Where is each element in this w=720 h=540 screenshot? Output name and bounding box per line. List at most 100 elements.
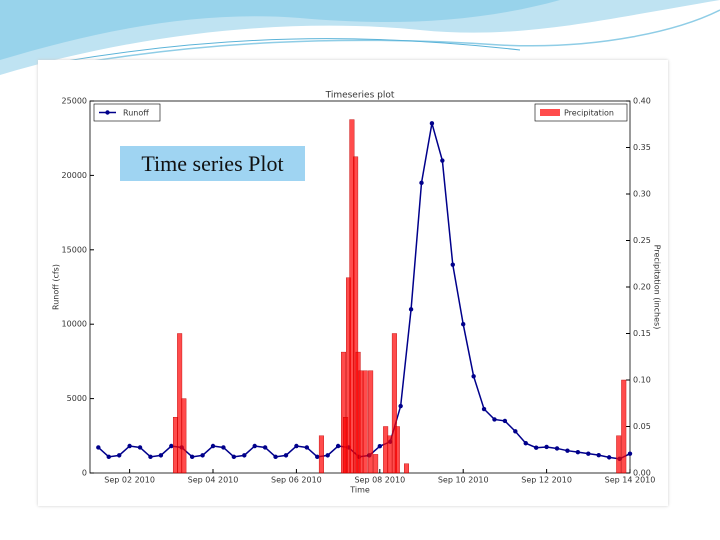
runoff-point <box>169 443 174 449</box>
precip-bar <box>358 370 364 474</box>
runoff-point <box>262 445 268 450</box>
runoff-point <box>627 451 633 456</box>
precip-bar <box>394 426 400 474</box>
runoff-point <box>377 444 383 449</box>
y2-tick-label: 0.35 <box>633 143 651 152</box>
runoff-point <box>554 446 560 451</box>
precip-bar <box>404 463 409 474</box>
runoff-point <box>450 262 455 267</box>
y-tick-label: 20000 <box>62 171 87 180</box>
y-tick-label: 25000 <box>62 97 87 106</box>
runoff-point <box>398 403 403 409</box>
caption-box: Time series Plot <box>120 146 305 181</box>
runoff-point <box>533 445 539 450</box>
runoff-point <box>606 455 612 460</box>
runoff-point <box>481 406 487 412</box>
precip-bar <box>368 370 374 474</box>
runoff-point <box>116 453 122 458</box>
runoff-point <box>242 453 247 458</box>
runoff-point <box>273 454 278 460</box>
runoff-point <box>575 449 581 455</box>
runoff-point <box>440 158 445 163</box>
y-tick-label: 0 <box>82 469 87 478</box>
y2-tick-label: 0.40 <box>633 97 651 106</box>
precip-bar <box>391 333 397 474</box>
runoff-point <box>513 429 518 434</box>
y2-tick-label: 0.00 <box>633 469 651 478</box>
runoff-point <box>586 451 591 456</box>
x-tick-label: Sep 02 2010 <box>104 476 155 485</box>
y-tick-label: 10000 <box>62 320 87 329</box>
precip-bar <box>318 435 324 474</box>
precip-bar <box>616 435 622 474</box>
runoff-point <box>200 453 205 458</box>
runoff-point <box>304 445 310 450</box>
precip-bar <box>387 435 393 474</box>
runoff-point <box>502 418 508 424</box>
runoff-point <box>294 443 299 449</box>
precip-bar <box>181 398 187 474</box>
y-tick-label: 15000 <box>62 245 87 254</box>
runoff-point <box>419 180 424 186</box>
x-tick-label: Sep 08 2010 <box>354 476 405 485</box>
precip-bar <box>353 156 359 474</box>
y2-tick-label: 0.05 <box>633 422 651 431</box>
y2-tick-label: 0.15 <box>633 329 651 338</box>
runoff-point <box>231 454 237 460</box>
runoff-point <box>325 453 330 458</box>
x-tick-label: Sep 10 2010 <box>438 476 489 485</box>
runoff-point <box>429 121 435 126</box>
y2-tick-label: 0.10 <box>633 376 651 385</box>
precip-bar <box>621 379 627 474</box>
wave-line <box>59 38 521 63</box>
runoff-point <box>252 443 257 449</box>
y-axis-label: Runoff (cfs) <box>52 264 61 310</box>
runoff-point <box>148 454 153 460</box>
runoff-point <box>137 445 143 450</box>
precip-bar <box>383 426 389 474</box>
x-tick-label: Sep 06 2010 <box>271 476 322 485</box>
y2-tick-label: 0.25 <box>633 236 651 245</box>
runoff-point <box>210 443 216 449</box>
runoff-point <box>596 452 601 458</box>
runoff-point <box>158 453 164 458</box>
legend-label: Precipitation <box>564 109 614 118</box>
runoff-point <box>544 444 549 450</box>
decoration <box>0 0 720 75</box>
x-axis-label: Time <box>349 486 370 495</box>
precip-bar <box>362 370 368 474</box>
runoff-point <box>471 374 476 379</box>
precip-bar <box>373 454 379 474</box>
precip-bar <box>177 333 183 474</box>
chart-title: Timeseries plot <box>325 91 395 101</box>
legend-box <box>93 103 161 122</box>
runoff-point <box>492 417 497 422</box>
y2-axis-label: Precipitation (inches) <box>653 245 662 330</box>
x-tick-label: Sep 14 2010 <box>605 476 656 485</box>
runoff-point <box>189 454 195 460</box>
legend-swatch <box>540 109 560 116</box>
legend-marker <box>105 110 110 115</box>
x-tick-label: Sep 12 2010 <box>521 476 572 485</box>
runoff-point <box>565 448 570 453</box>
runoff-point <box>335 443 341 449</box>
runoff-point <box>408 307 414 312</box>
runoff-point <box>315 454 320 460</box>
y2-tick-label: 0.30 <box>633 190 651 199</box>
runoff-point <box>283 453 289 458</box>
runoff-point <box>106 454 111 460</box>
wave <box>0 0 560 60</box>
runoff-point <box>523 441 528 446</box>
wave-line <box>39 9 720 71</box>
x-tick-label: Sep 04 2010 <box>188 476 239 485</box>
runoff-point <box>461 322 466 327</box>
legend-label: Runoff <box>123 109 149 118</box>
runoff-point <box>127 443 132 449</box>
y2-tick-label: 0.20 <box>633 283 651 292</box>
runoff-point <box>221 445 226 450</box>
precip-bar <box>172 417 178 474</box>
runoff-point <box>96 445 101 450</box>
y-tick-label: 5000 <box>67 394 87 403</box>
